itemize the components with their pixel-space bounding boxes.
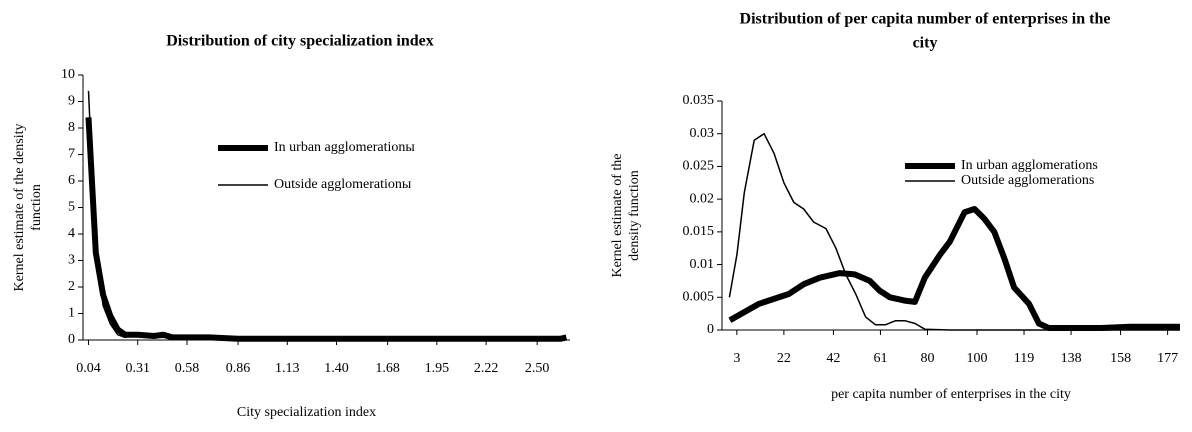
x-tick-label: 1.95 — [425, 361, 450, 376]
y-tick-label: 0.025 — [683, 159, 715, 174]
y-tick-label: 0.015 — [683, 224, 715, 239]
x-tick-label: 158 — [1110, 351, 1131, 366]
x-tick-label: 119 — [1014, 351, 1034, 366]
data-line — [728, 132, 1180, 331]
y-axis-label: Kernel estimate of the — [610, 153, 625, 277]
x-tick-label: 3 — [733, 351, 740, 366]
x-tick-label: 1.13 — [275, 361, 300, 376]
x-tick-label: 0.04 — [76, 361, 101, 376]
y-tick-label: 7 — [68, 147, 75, 162]
x-tick-label: 2.50 — [525, 361, 550, 376]
legend-label: Outside agglomerations — [961, 173, 1094, 188]
x-tick-label: 177 — [1157, 351, 1178, 366]
x-tick-label: 61 — [873, 351, 887, 366]
x-tick-label: 138 — [1061, 351, 1082, 366]
y-tick-label: 10 — [61, 67, 75, 82]
x-tick-label: 42 — [826, 351, 840, 366]
x-tick-label: 100 — [966, 351, 987, 366]
y-tick-label: 1 — [68, 306, 75, 321]
y-tick-label: 6 — [68, 173, 75, 188]
chart-title: Distribution of city specialization inde… — [166, 33, 434, 50]
y-tick-label: 2 — [68, 279, 75, 294]
y-tick-label: 3 — [68, 253, 75, 268]
y-tick-label: 0.005 — [683, 290, 715, 305]
chart-title: city — [913, 35, 938, 52]
x-axis-label: per capita number of enterprises in the … — [831, 387, 1071, 402]
y-tick-label: 5 — [68, 200, 75, 215]
y-tick-label: 4 — [68, 226, 75, 241]
chart-title: Distribution of per capita number of ent… — [740, 11, 1111, 28]
x-tick-label: 0.86 — [226, 361, 251, 376]
x-axis-label: City specialization index — [237, 405, 376, 420]
y-axis-label: Kernel estimate of the density — [12, 124, 27, 292]
x-tick-label: 80 — [920, 351, 934, 366]
legend-label: In urban agglomerationы — [274, 140, 415, 155]
legend-label: In urban agglomerations — [961, 158, 1098, 173]
data-line — [87, 90, 567, 340]
x-tick-label: 0.58 — [175, 361, 200, 376]
x-tick-label: 1.68 — [375, 361, 400, 376]
y-tick-label: 0 — [68, 332, 75, 347]
y-tick-label: 0.02 — [690, 191, 715, 206]
y-axis-label: density function — [627, 170, 642, 261]
y-axis-label: function — [29, 184, 44, 231]
y-tick-label: 0.01 — [690, 257, 715, 272]
x-tick-label: 0.31 — [125, 361, 150, 376]
x-tick-label: 2.22 — [474, 361, 499, 376]
x-tick-label: 1.40 — [324, 361, 349, 376]
legend-label: Outside agglomerationы — [274, 177, 412, 192]
y-tick-label: 0.03 — [690, 126, 715, 141]
y-tick-label: 9 — [68, 94, 75, 109]
y-tick-label: 0 — [707, 322, 714, 337]
y-tick-label: 8 — [68, 120, 75, 135]
x-tick-label: 22 — [777, 351, 791, 366]
y-tick-label: 0.035 — [683, 93, 715, 108]
data-line — [728, 206, 1180, 331]
